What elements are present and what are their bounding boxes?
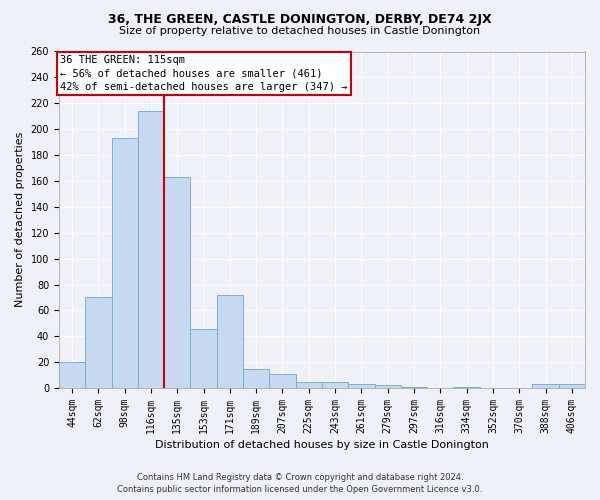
Bar xyxy=(59,362,85,388)
Bar xyxy=(532,384,559,388)
Bar xyxy=(138,111,164,388)
X-axis label: Distribution of detached houses by size in Castle Donington: Distribution of detached houses by size … xyxy=(155,440,489,450)
Y-axis label: Number of detached properties: Number of detached properties xyxy=(15,132,25,308)
Bar xyxy=(190,328,217,388)
Bar xyxy=(559,384,585,388)
Bar xyxy=(322,382,348,388)
Bar xyxy=(401,387,427,388)
Bar xyxy=(112,138,138,388)
Bar xyxy=(217,295,243,388)
Text: Contains HM Land Registry data © Crown copyright and database right 2024.
Contai: Contains HM Land Registry data © Crown c… xyxy=(118,472,482,494)
Bar xyxy=(296,382,322,388)
Bar xyxy=(243,368,269,388)
Text: 36, THE GREEN, CASTLE DONINGTON, DERBY, DE74 2JX: 36, THE GREEN, CASTLE DONINGTON, DERBY, … xyxy=(108,12,492,26)
Bar xyxy=(85,298,112,388)
Bar xyxy=(164,177,190,388)
Text: 36 THE GREEN: 115sqm
← 56% of detached houses are smaller (461)
42% of semi-deta: 36 THE GREEN: 115sqm ← 56% of detached h… xyxy=(60,56,348,92)
Bar xyxy=(454,387,480,388)
Bar xyxy=(269,374,296,388)
Bar xyxy=(374,386,401,388)
Text: Size of property relative to detached houses in Castle Donington: Size of property relative to detached ho… xyxy=(119,26,481,36)
Bar xyxy=(348,384,374,388)
